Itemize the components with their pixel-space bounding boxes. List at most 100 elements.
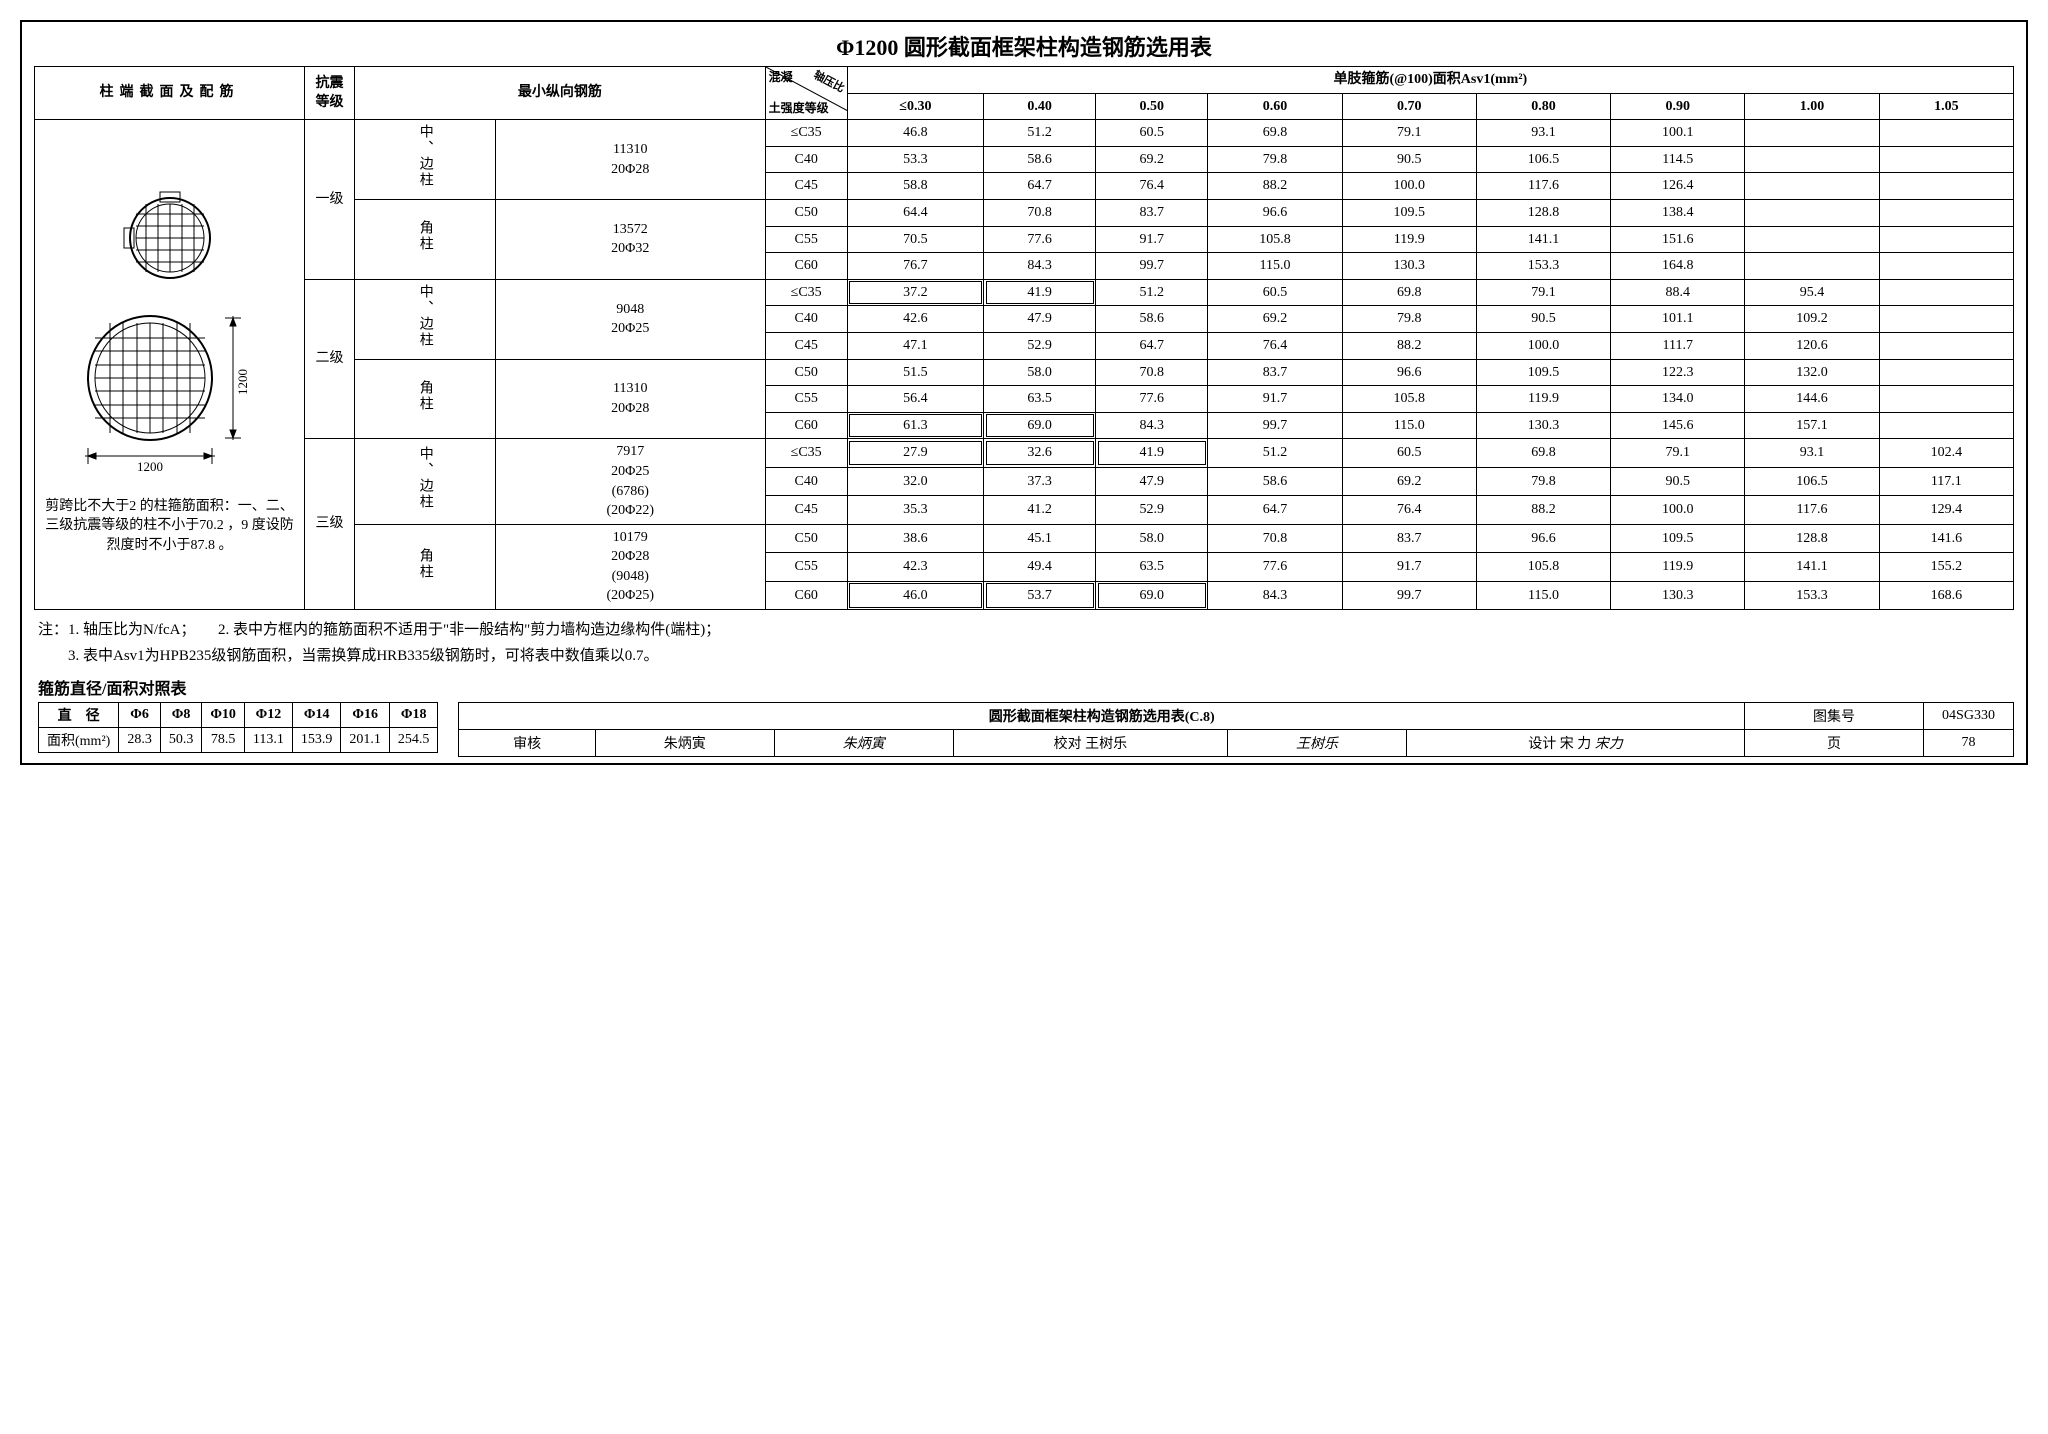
lookup-hdr: Φ16 (341, 703, 390, 728)
cell (1879, 332, 2013, 359)
lookup-hdr: Φ12 (244, 703, 292, 728)
cell: 41.9 (984, 279, 1096, 306)
cell: 58.6 (1096, 306, 1208, 333)
cell: 101.1 (1611, 306, 1745, 333)
cell: 69.8 (1476, 439, 1610, 467)
cell: 96.6 (1208, 199, 1342, 226)
cell: 138.4 (1611, 199, 1745, 226)
page-no: 78 (1924, 730, 2014, 757)
cell: 58.8 (847, 173, 983, 200)
cell: 46.8 (847, 120, 983, 147)
cell: 122.3 (1611, 359, 1745, 386)
cell: 47.9 (1096, 467, 1208, 495)
cell: 111.7 (1611, 332, 1745, 359)
cell: 90.5 (1342, 146, 1476, 173)
check-sig: 王树乐 (1228, 730, 1407, 757)
cell: 70.5 (847, 226, 983, 253)
coltype-mid: 中、边柱 (355, 120, 496, 200)
rebar-mid: 7917 20Φ25 (6786) (20Φ22) (495, 439, 765, 524)
lookup-val: 254.5 (389, 728, 438, 753)
cell: 41.9 (1096, 439, 1208, 467)
grade-3: 三级 (305, 439, 355, 610)
reviewer: 朱炳寅 (595, 730, 774, 757)
cell: 88.4 (1611, 279, 1745, 306)
cell: 155.2 (1879, 553, 2013, 581)
cell: 83.7 (1342, 524, 1476, 552)
cell: 70.8 (984, 199, 1096, 226)
cell: 109.5 (1611, 524, 1745, 552)
cell: 79.8 (1476, 467, 1610, 495)
cell: 37.2 (847, 279, 983, 306)
lookup-hdr: Φ14 (292, 703, 341, 728)
cell: 58.6 (984, 146, 1096, 173)
cell: 79.8 (1208, 146, 1342, 173)
cell: 126.4 (1611, 173, 1745, 200)
cell: 79.1 (1611, 439, 1745, 467)
cell: 49.4 (984, 553, 1096, 581)
cell: 46.0 (847, 581, 983, 609)
lookup-val: 78.5 (202, 728, 245, 753)
cell: 100.0 (1476, 332, 1610, 359)
cell: 134.0 (1611, 386, 1745, 413)
cell: 109.5 (1342, 199, 1476, 226)
cell: 145.6 (1611, 412, 1745, 439)
cell: 99.7 (1208, 412, 1342, 439)
notes-block: 注：1. 轴压比为N/fcA； 2. 表中方框内的箍筋面积不适用于"非一般结构"… (38, 618, 2010, 669)
cell: 69.0 (984, 412, 1096, 439)
cell: 130.3 (1476, 412, 1610, 439)
concrete-grade: ≤C35 (765, 439, 847, 467)
cell (1745, 253, 1879, 280)
cell: 91.7 (1208, 386, 1342, 413)
main-table: 柱端截面及配筋 抗震等级 最小纵向钢筋 混凝 土强度等级 轴压比 单肢箍筋(@1… (34, 66, 2014, 610)
hdr-minrebar: 最小纵向钢筋 (355, 67, 766, 120)
left-column: 1200 1200 剪跨比不大于2 的柱箍筋面积：一、二、三级抗震等级的柱不小于… (35, 120, 305, 610)
set-label: 图集号 (1745, 703, 1924, 730)
cell: 141.1 (1745, 553, 1879, 581)
cell: 77.6 (1096, 386, 1208, 413)
cell: 79.1 (1342, 120, 1476, 147)
cell (1879, 226, 2013, 253)
coltype-mid: 中、边柱 (355, 439, 496, 524)
note-2: 3. 表中Asv1为HPB235级钢筋面积，当需换算成HRB335级钢筋时，可将… (38, 644, 2010, 670)
cell (1879, 199, 2013, 226)
cell: 64.7 (1096, 332, 1208, 359)
cell: 105.8 (1476, 553, 1610, 581)
design-sig: 宋力 (1595, 737, 1623, 752)
coltype-corner: 角柱 (355, 199, 496, 279)
footer-table: 圆形截面框架柱构造钢筋选用表(C.8) 图集号 04SG330 审核 朱炳寅 朱… (458, 702, 2014, 757)
cell: 119.9 (1476, 386, 1610, 413)
cell: 47.1 (847, 332, 983, 359)
cell: 153.3 (1745, 581, 1879, 609)
cell: 77.6 (984, 226, 1096, 253)
coltype-mid: 中、边柱 (355, 279, 496, 359)
cell: 53.7 (984, 581, 1096, 609)
table-row: 二级中、边柱9048 20Φ25≤C3537.241.951.260.569.8… (35, 279, 2014, 306)
cell: 115.0 (1208, 253, 1342, 280)
cell: 132.0 (1745, 359, 1879, 386)
cell (1745, 226, 1879, 253)
cell: 61.3 (847, 412, 983, 439)
coltype-corner: 角柱 (355, 524, 496, 609)
cell: 84.3 (1208, 581, 1342, 609)
cell: 109.2 (1745, 306, 1879, 333)
cell: 90.5 (1611, 467, 1745, 495)
lookup-val: 28.3 (119, 728, 161, 753)
cell: 119.9 (1611, 553, 1745, 581)
cell: 56.4 (847, 386, 983, 413)
cell: 105.8 (1208, 226, 1342, 253)
grade-2: 二级 (305, 279, 355, 439)
cell: 69.8 (1208, 120, 1342, 147)
cell: 69.2 (1342, 467, 1476, 495)
cell: 90.5 (1476, 306, 1610, 333)
cell: 32.0 (847, 467, 983, 495)
concrete-grade: C60 (765, 412, 847, 439)
cell: 45.1 (984, 524, 1096, 552)
cell: 64.7 (984, 173, 1096, 200)
cell: 88.2 (1476, 496, 1610, 524)
cell: 37.3 (984, 467, 1096, 495)
table-row: 1200 1200 剪跨比不大于2 的柱箍筋面积：一、二、三级抗震等级的柱不小于… (35, 120, 2014, 147)
cell (1879, 253, 2013, 280)
cell: 129.4 (1879, 496, 2013, 524)
cell (1879, 120, 2013, 147)
cell: 42.6 (847, 306, 983, 333)
